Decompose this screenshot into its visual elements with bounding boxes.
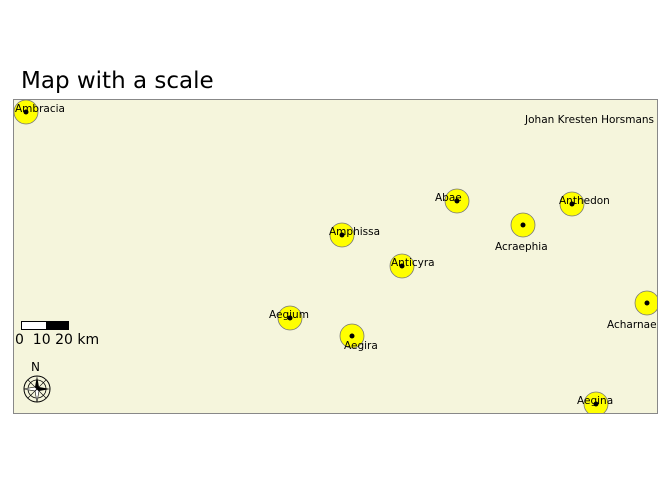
- place-dot: [644, 300, 650, 306]
- place-marker-abae[interactable]: Abae: [435, 188, 470, 214]
- map-canvas[interactable]: Ambracia Abae Anthedon Acraephia Amphissa Ant…: [13, 99, 658, 414]
- map-layer: Ambracia Abae Anthedon Acraephia Amphissa Ant…: [14, 100, 658, 414]
- place-dot: [399, 263, 405, 269]
- place-label-aegira: Aegira: [344, 340, 378, 352]
- place-label-anthedon: Anthedon: [559, 195, 610, 207]
- scale-bar-box: [21, 321, 69, 330]
- place-label-anticyra: Anticyra: [391, 257, 435, 269]
- place-label-ambracia: Ambracia: [15, 103, 65, 115]
- place-marker-aegina[interactable]: Aegina: [577, 391, 613, 414]
- place-dot: [23, 109, 29, 115]
- place-dot: [520, 222, 526, 228]
- place-dot: [287, 315, 293, 321]
- map-title: Map with a scale: [21, 68, 214, 94]
- scale-labels: 0 10 20 km: [15, 332, 100, 348]
- scale-segment-black: [46, 322, 69, 329]
- scale-bar: 0 10 20 km: [15, 321, 121, 361]
- place-marker-acharnae[interactable]: Acharnae: [607, 290, 658, 331]
- place-label-acraephia: Acraephia: [495, 241, 548, 253]
- place-label-aegium: Aegium: [269, 309, 309, 321]
- credit-text: Johan Kresten Horsmans: [525, 114, 654, 126]
- place-marker-aegira[interactable]: Aegira: [339, 323, 378, 352]
- place-dot: [339, 232, 345, 238]
- place-marker-aegium[interactable]: Aegium: [269, 305, 309, 331]
- place-label-acharnae: Acharnae: [607, 319, 657, 331]
- place-marker-ambracia[interactable]: Ambracia: [14, 100, 65, 125]
- north-label: N: [31, 360, 40, 374]
- place-marker-anticyra[interactable]: Anticyra: [389, 253, 435, 279]
- compass-rose-icon: [23, 375, 51, 403]
- place-dot: [454, 198, 460, 204]
- place-label-abae: Abae: [435, 192, 462, 204]
- north-arrow: N: [22, 360, 52, 405]
- place-label-aegina: Aegina: [577, 395, 613, 407]
- place-marker-acraephia[interactable]: Acraephia: [495, 212, 548, 253]
- scale-segment-white: [22, 322, 46, 329]
- place-dot: [349, 333, 355, 339]
- place-marker-anthedon[interactable]: Anthedon: [559, 191, 610, 217]
- place-label-amphissa: Amphissa: [329, 226, 380, 238]
- place-dot: [593, 401, 599, 407]
- place-dot: [569, 201, 575, 207]
- place-marker-amphissa[interactable]: Amphissa: [329, 222, 380, 248]
